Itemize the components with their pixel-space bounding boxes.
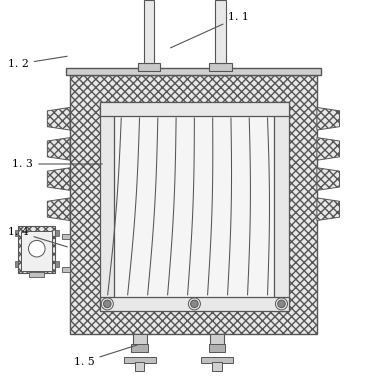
Bar (100, 102, 289, 311)
Bar (209, 63, 232, 71)
Text: 1. 5: 1. 5 (74, 345, 137, 367)
Text: 1. 4: 1. 4 (8, 227, 67, 247)
Polygon shape (317, 168, 340, 190)
Bar (135, 362, 144, 371)
Bar (144, 0, 154, 63)
Circle shape (278, 300, 285, 308)
Bar (100, 102, 114, 311)
Text: 1. 1: 1. 1 (171, 12, 249, 48)
Bar (216, 0, 226, 63)
Bar (15, 261, 18, 267)
Polygon shape (317, 198, 340, 221)
Bar (100, 297, 289, 311)
Polygon shape (47, 138, 70, 160)
Bar (62, 234, 70, 239)
Bar (70, 75, 317, 334)
Bar (209, 344, 225, 352)
Bar (274, 102, 289, 311)
Bar (201, 357, 233, 363)
Bar (55, 261, 59, 267)
Polygon shape (317, 107, 340, 130)
Bar (62, 267, 70, 271)
Bar (66, 68, 321, 75)
Circle shape (28, 241, 45, 257)
Bar (29, 271, 44, 277)
Bar (124, 357, 156, 363)
Polygon shape (47, 107, 70, 130)
Text: 1. 2: 1. 2 (8, 56, 67, 69)
Bar (213, 362, 221, 371)
Circle shape (191, 300, 198, 308)
Bar (138, 63, 161, 71)
Bar (133, 334, 147, 345)
Bar (55, 230, 59, 236)
Bar (100, 102, 289, 116)
Polygon shape (47, 168, 70, 190)
Bar (21, 231, 52, 271)
Bar (18, 226, 55, 273)
Text: 1. 3: 1. 3 (12, 159, 102, 169)
Polygon shape (317, 138, 340, 160)
Bar (210, 334, 224, 345)
Bar (131, 344, 148, 352)
Bar (15, 230, 18, 236)
Circle shape (104, 300, 111, 308)
Polygon shape (47, 198, 70, 221)
